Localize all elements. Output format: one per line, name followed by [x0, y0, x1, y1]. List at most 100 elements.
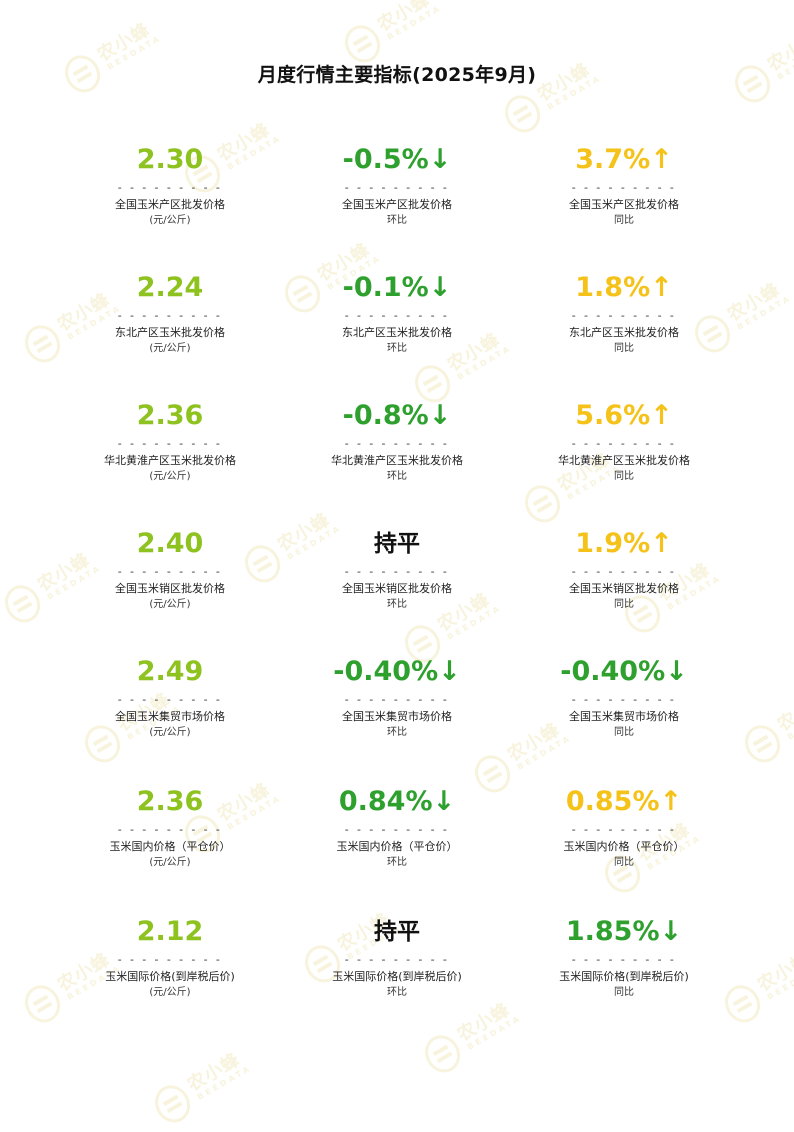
indicator-value: 持平	[374, 531, 420, 557]
indicator-card-value: 2.40 - - - - - - - - - 全国玉米销区批发价格 (元/公斤)	[70, 524, 270, 612]
indicator-label: 华北黄淮产区玉米批发价格	[331, 454, 463, 467]
indicator-label: 华北黄淮产区玉米批发价格	[558, 454, 690, 467]
watermark: 农小蜂 BEEDATA	[415, 986, 534, 1083]
indicator-label: 全国玉米销区批发价格	[115, 582, 225, 595]
indicator-value: 2.49	[136, 656, 204, 687]
watermark-subtext: BEEDATA	[785, 703, 794, 742]
watermark-text: 农小蜂	[724, 279, 784, 326]
dashed-divider: - - - - - - - - -	[344, 437, 450, 450]
indicator-unit: (元/公斤)	[149, 987, 191, 998]
indicator-value: 1.85%↓	[565, 916, 683, 947]
dashed-divider: - - - - - - - - -	[571, 693, 677, 706]
indicator-value: 3.7%↑	[575, 144, 673, 175]
bee-logo-icon	[418, 1028, 467, 1079]
indicator-label: 玉米国内价格（平仓价）	[563, 840, 685, 853]
indicator-value: 2.30	[136, 144, 204, 175]
watermark-text: 农小蜂	[184, 1049, 244, 1096]
watermark-subtext: BEEDATA	[765, 963, 794, 1002]
indicator-unit: 环比	[387, 599, 407, 610]
indicator-unit: 同比	[614, 343, 634, 354]
indicator-label: 玉米国际价格(到岸税后价)	[559, 970, 689, 983]
indicator-label: 全国玉米销区批发价格	[569, 582, 679, 595]
indicator-label: 全国玉米产区批发价格	[569, 198, 679, 211]
indicator-value: 1.9%↑	[575, 528, 673, 559]
bee-logo-icon	[0, 578, 47, 629]
dashed-divider: - - - - - - - - -	[344, 181, 450, 194]
indicator-unit: 环比	[387, 215, 407, 226]
indicator-card-mom: 持平 - - - - - - - - - 玉米国际价格(到岸税后价) 环比	[297, 912, 497, 1000]
indicator-card-value: 2.36 - - - - - - - - - 玉米国内价格（平仓价） (元/公斤)	[70, 782, 270, 870]
dashed-divider: - - - - - - - - -	[117, 953, 223, 966]
indicator-value: 2.12	[136, 916, 204, 947]
dashed-divider: - - - - - - - - -	[344, 693, 450, 706]
watermark: 农小蜂 BEEDATA	[735, 676, 794, 773]
watermark-subtext: BEEDATA	[465, 1013, 524, 1052]
dashed-divider: - - - - - - - - -	[571, 953, 677, 966]
indicator-card-mom: 持平 - - - - - - - - - 全国玉米销区批发价格 环比	[297, 524, 497, 612]
indicator-card-mom: -0.1%↓ - - - - - - - - - 东北产区玉米批发价格 环比	[297, 268, 497, 356]
bee-logo-icon	[718, 978, 767, 1029]
indicator-label: 华北黄淮产区玉米批发价格	[104, 454, 236, 467]
indicator-card-mom: -0.8%↓ - - - - - - - - - 华北黄淮产区玉米批发价格 环比	[297, 396, 497, 484]
watermark: 农小蜂 BEEDATA	[55, 6, 174, 103]
dashed-divider: - - - - - - - - -	[117, 181, 223, 194]
indicator-unit: 同比	[614, 857, 634, 868]
indicator-card-yoy: 1.9%↑ - - - - - - - - - 全国玉米销区批发价格 同比	[524, 524, 724, 612]
indicator-unit: 同比	[614, 215, 634, 226]
indicator-value: -0.8%↓	[342, 400, 452, 431]
indicator-unit: 环比	[387, 343, 407, 354]
dashed-divider: - - - - - - - - -	[117, 565, 223, 578]
dashed-divider: - - - - - - - - -	[117, 437, 223, 450]
watermark-text: 农小蜂	[774, 689, 794, 736]
watermark-text: 农小蜂	[454, 999, 514, 1046]
watermark: 农小蜂 BEEDATA	[145, 1036, 264, 1132]
indicator-card-mom: -0.5%↓ - - - - - - - - - 全国玉米产区批发价格 环比	[297, 140, 497, 228]
indicator-value: 2.36	[136, 786, 204, 817]
dashed-divider: - - - - - - - - -	[344, 823, 450, 836]
dashed-divider: - - - - - - - - -	[571, 181, 677, 194]
watermark: 农小蜂 BEEDATA	[715, 936, 794, 1033]
indicator-unit: (元/公斤)	[149, 471, 191, 482]
dashed-divider: - - - - - - - - -	[571, 437, 677, 450]
indicator-label: 玉米国际价格(到岸税后价)	[332, 970, 462, 983]
dashed-divider: - - - - - - - - -	[344, 309, 450, 322]
bee-logo-icon	[148, 1078, 197, 1129]
indicator-label: 全国玉米销区批发价格	[342, 582, 452, 595]
indicator-card-mom: -0.40%↓ - - - - - - - - - 全国玉米集贸市场价格 环比	[297, 652, 497, 740]
bee-logo-icon	[738, 718, 787, 769]
bee-logo-icon	[498, 88, 547, 139]
indicator-label: 东北产区玉米批发价格	[569, 326, 679, 339]
indicator-unit: 同比	[614, 987, 634, 998]
indicator-value: 2.36	[136, 400, 204, 431]
indicator-unit: (元/公斤)	[149, 215, 191, 226]
watermark-subtext: BEEDATA	[195, 1063, 254, 1102]
indicator-card-value: 2.30 - - - - - - - - - 全国玉米产区批发价格 (元/公斤)	[70, 140, 270, 228]
indicator-unit: 同比	[614, 599, 634, 610]
indicator-label: 玉米国际价格(到岸税后价)	[105, 970, 235, 983]
indicator-card-yoy: 3.7%↑ - - - - - - - - - 全国玉米产区批发价格 同比	[524, 140, 724, 228]
indicator-card-yoy: 5.6%↑ - - - - - - - - - 华北黄淮产区玉米批发价格 同比	[524, 396, 724, 484]
indicator-card-value: 2.49 - - - - - - - - - 全国玉米集贸市场价格 (元/公斤)	[70, 652, 270, 740]
indicator-unit: 同比	[614, 471, 634, 482]
indicator-card-value: 2.12 - - - - - - - - - 玉米国际价格(到岸税后价) (元/公斤)	[70, 912, 270, 1000]
indicator-unit: (元/公斤)	[149, 727, 191, 738]
indicator-label: 东北产区玉米批发价格	[115, 326, 225, 339]
indicator-label: 全国玉米集贸市场价格	[342, 710, 452, 723]
indicator-value: 2.24	[136, 272, 204, 303]
dashed-divider: - - - - - - - - -	[571, 565, 677, 578]
dashed-divider: - - - - - - - - -	[117, 693, 223, 706]
indicator-value: -0.1%↓	[342, 272, 452, 303]
indicator-value: -0.40%↓	[560, 656, 688, 687]
dashed-divider: - - - - - - - - -	[571, 309, 677, 322]
indicator-card-yoy: 1.85%↓ - - - - - - - - - 玉米国际价格(到岸税后价) 同比	[524, 912, 724, 1000]
indicator-unit: (元/公斤)	[149, 599, 191, 610]
indicator-card-value: 2.24 - - - - - - - - - 东北产区玉米批发价格 (元/公斤)	[70, 268, 270, 356]
indicator-value: -0.40%↓	[333, 656, 461, 687]
indicator-unit: 环比	[387, 857, 407, 868]
bee-logo-icon	[18, 978, 67, 1029]
indicator-value: 5.6%↑	[575, 400, 673, 431]
dashed-divider: - - - - - - - - -	[117, 309, 223, 322]
indicator-unit: 环比	[387, 987, 407, 998]
indicator-unit: 同比	[614, 727, 634, 738]
